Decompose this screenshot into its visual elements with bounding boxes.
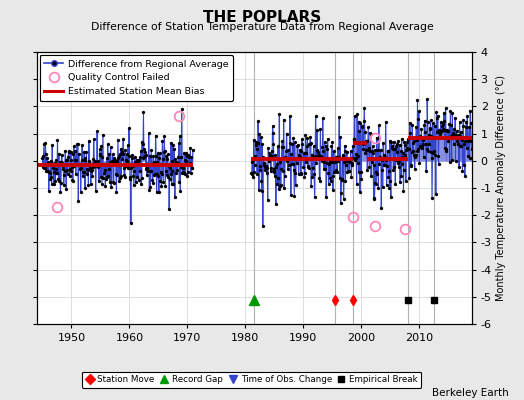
Legend: Difference from Regional Average, Quality Control Failed, Estimated Station Mean: Difference from Regional Average, Qualit…: [39, 55, 233, 101]
Text: THE POPLARS: THE POPLARS: [203, 10, 321, 25]
Y-axis label: Monthly Temperature Anomaly Difference (°C): Monthly Temperature Anomaly Difference (…: [496, 75, 506, 301]
Legend: Station Move, Record Gap, Time of Obs. Change, Empirical Break: Station Move, Record Gap, Time of Obs. C…: [82, 372, 421, 388]
Text: Berkeley Earth: Berkeley Earth: [432, 388, 508, 398]
Text: Difference of Station Temperature Data from Regional Average: Difference of Station Temperature Data f…: [91, 22, 433, 32]
